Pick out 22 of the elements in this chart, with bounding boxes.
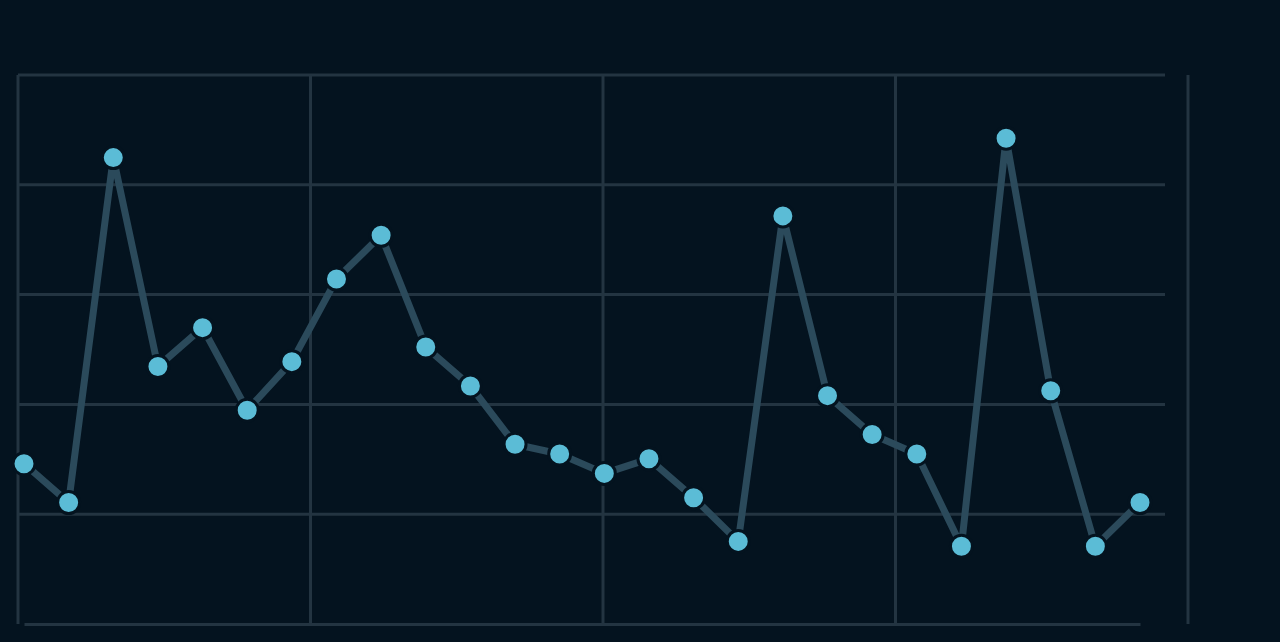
point xyxy=(11,451,37,477)
point xyxy=(413,334,439,360)
point xyxy=(502,431,528,457)
point xyxy=(457,373,483,399)
point xyxy=(770,203,796,229)
point xyxy=(815,383,841,409)
point xyxy=(681,485,707,511)
point xyxy=(725,528,751,554)
point xyxy=(1038,378,1064,404)
point xyxy=(636,446,662,472)
point xyxy=(56,490,82,516)
point xyxy=(100,145,126,171)
point xyxy=(145,354,171,379)
point xyxy=(1127,490,1153,516)
point xyxy=(547,441,573,467)
point xyxy=(368,222,394,248)
point xyxy=(993,125,1019,151)
point xyxy=(234,397,260,423)
point xyxy=(904,441,930,467)
point xyxy=(1082,533,1108,559)
point xyxy=(279,349,305,375)
point xyxy=(591,460,617,486)
